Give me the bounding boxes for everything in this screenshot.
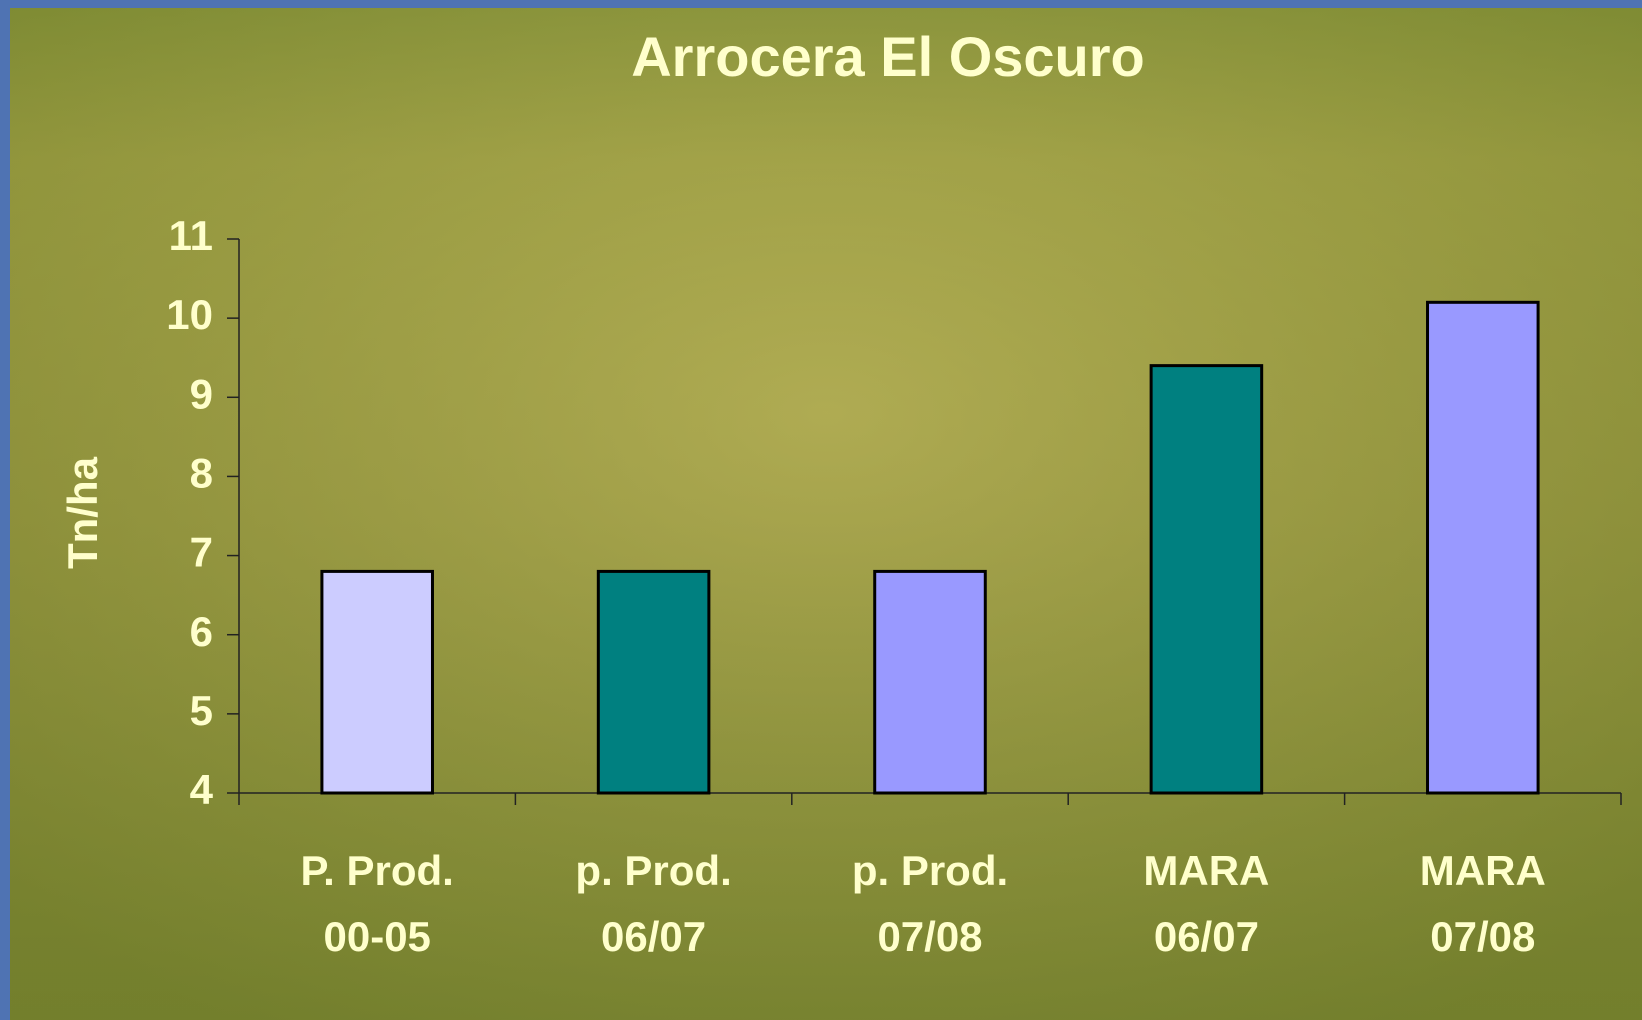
x-tick-label: 06/07 — [1154, 913, 1259, 960]
x-tick-label: p. Prod. — [575, 847, 731, 894]
y-tick-label: 5 — [190, 687, 213, 734]
chart-title: Arrocera El Oscuro — [631, 25, 1145, 88]
bar — [873, 569, 987, 795]
bar — [1426, 300, 1540, 795]
x-tick-label: 07/08 — [1430, 913, 1535, 960]
y-tick-label: 10 — [166, 291, 213, 338]
x-tick-label: P. Prod. — [301, 847, 454, 894]
x-tick-label: 00-05 — [323, 913, 430, 960]
y-tick-label: 4 — [190, 766, 214, 813]
y-axis-label: Tn/ha — [59, 456, 106, 569]
x-tick-label: MARA — [1420, 847, 1546, 894]
bar — [1149, 364, 1264, 795]
bar — [320, 569, 434, 795]
y-tick-label: 6 — [190, 608, 213, 655]
x-tick-label: MARA — [1143, 847, 1269, 894]
y-tick-label: 8 — [190, 450, 213, 497]
y-tick-label: 9 — [190, 370, 213, 417]
y-tick-label: 11 — [169, 212, 213, 259]
x-tick-label: 07/08 — [877, 913, 982, 960]
x-tick-label: 06/07 — [601, 913, 706, 960]
x-tick-label: p. Prod. — [852, 847, 1008, 894]
y-tick-label: 7 — [190, 529, 213, 576]
background-light — [10, 8, 1642, 1020]
bar — [596, 569, 711, 795]
